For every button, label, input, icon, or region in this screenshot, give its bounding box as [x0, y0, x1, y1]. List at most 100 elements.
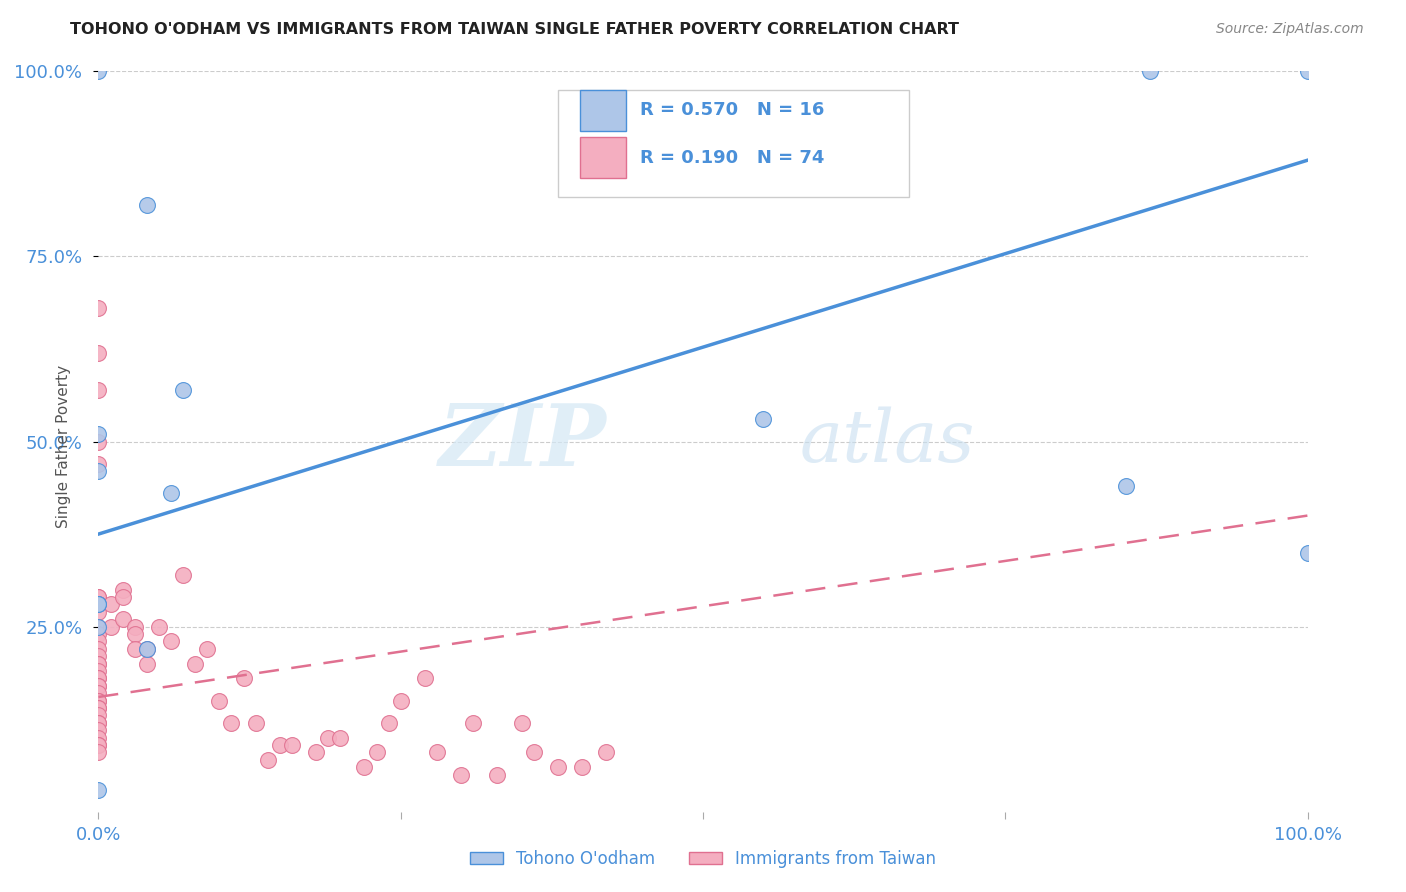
FancyBboxPatch shape: [558, 90, 908, 197]
Point: [87, 619, 110, 633]
Point: [111, 582, 134, 597]
Point: [87, 679, 110, 693]
Point: [366, 746, 388, 760]
FancyBboxPatch shape: [579, 90, 626, 130]
Legend: Tohono O'odham, Immigrants from Taiwan: Tohono O'odham, Immigrants from Taiwan: [463, 844, 943, 875]
Point: [87, 649, 110, 664]
Text: R = 0.570   N = 16: R = 0.570 N = 16: [640, 102, 824, 120]
Point: [377, 715, 399, 730]
Point: [111, 590, 134, 604]
Point: [87, 434, 110, 449]
Point: [87, 738, 110, 752]
Point: [87, 598, 110, 612]
Point: [124, 641, 146, 656]
Point: [87, 427, 110, 442]
Point: [87, 590, 110, 604]
Point: [595, 746, 617, 760]
Point: [87, 723, 110, 738]
Point: [87, 686, 110, 700]
Point: [426, 746, 449, 760]
Point: [195, 641, 218, 656]
Point: [87, 694, 110, 708]
Point: [135, 641, 157, 656]
Point: [87, 782, 110, 797]
Point: [305, 746, 328, 760]
Point: [87, 383, 110, 397]
Point: [87, 715, 110, 730]
Point: [124, 627, 146, 641]
Point: [87, 598, 110, 612]
Point: [353, 760, 375, 774]
Point: [87, 345, 110, 359]
Point: [111, 612, 134, 626]
Point: [87, 657, 110, 671]
Point: [135, 197, 157, 211]
Point: [571, 760, 593, 774]
Point: [87, 701, 110, 715]
Point: [269, 738, 291, 752]
Point: [1296, 546, 1319, 560]
Point: [87, 694, 110, 708]
Text: atlas: atlas: [800, 406, 976, 477]
Point: [87, 605, 110, 619]
Point: [87, 627, 110, 641]
Point: [389, 694, 412, 708]
Point: [87, 598, 110, 612]
Point: [87, 619, 110, 633]
FancyBboxPatch shape: [579, 137, 626, 178]
Point: [413, 672, 436, 686]
Point: [87, 672, 110, 686]
Text: TOHONO O'ODHAM VS IMMIGRANTS FROM TAIWAN SINGLE FATHER POVERTY CORRELATION CHART: TOHONO O'ODHAM VS IMMIGRANTS FROM TAIWAN…: [70, 22, 959, 37]
Point: [87, 664, 110, 678]
Point: [87, 715, 110, 730]
Point: [160, 634, 183, 648]
Point: [184, 657, 207, 671]
Point: [160, 486, 183, 500]
Point: [87, 731, 110, 745]
Point: [100, 598, 122, 612]
Text: ZIP: ZIP: [439, 400, 606, 483]
Point: [148, 619, 170, 633]
Point: [87, 701, 110, 715]
Point: [172, 567, 194, 582]
Point: [281, 738, 304, 752]
Point: [135, 641, 157, 656]
Point: [87, 672, 110, 686]
Point: [232, 672, 254, 686]
Point: [172, 383, 194, 397]
Point: [124, 619, 146, 633]
Point: [87, 634, 110, 648]
Point: [463, 715, 485, 730]
Point: [245, 715, 267, 730]
Point: [87, 64, 110, 78]
Point: [752, 412, 775, 426]
Point: [208, 694, 231, 708]
Point: [87, 464, 110, 478]
Text: Single Father Poverty: Single Father Poverty: [56, 365, 70, 527]
Point: [100, 619, 122, 633]
Point: [450, 767, 472, 781]
Point: [1296, 64, 1319, 78]
Point: [329, 731, 352, 745]
Point: [221, 715, 243, 730]
Point: [87, 457, 110, 471]
Point: [87, 679, 110, 693]
Point: [87, 708, 110, 723]
Point: [316, 731, 339, 745]
Point: [135, 657, 157, 671]
Point: [87, 641, 110, 656]
Point: [87, 590, 110, 604]
Point: [1139, 64, 1161, 78]
Text: R = 0.190   N = 74: R = 0.190 N = 74: [640, 149, 824, 167]
Point: [87, 301, 110, 316]
Point: [523, 746, 546, 760]
Point: [87, 657, 110, 671]
Point: [510, 715, 533, 730]
Point: [1115, 479, 1137, 493]
Text: Source: ZipAtlas.com: Source: ZipAtlas.com: [1216, 22, 1364, 37]
Point: [87, 598, 110, 612]
Point: [547, 760, 569, 774]
Point: [486, 767, 509, 781]
Point: [87, 746, 110, 760]
Point: [256, 753, 278, 767]
